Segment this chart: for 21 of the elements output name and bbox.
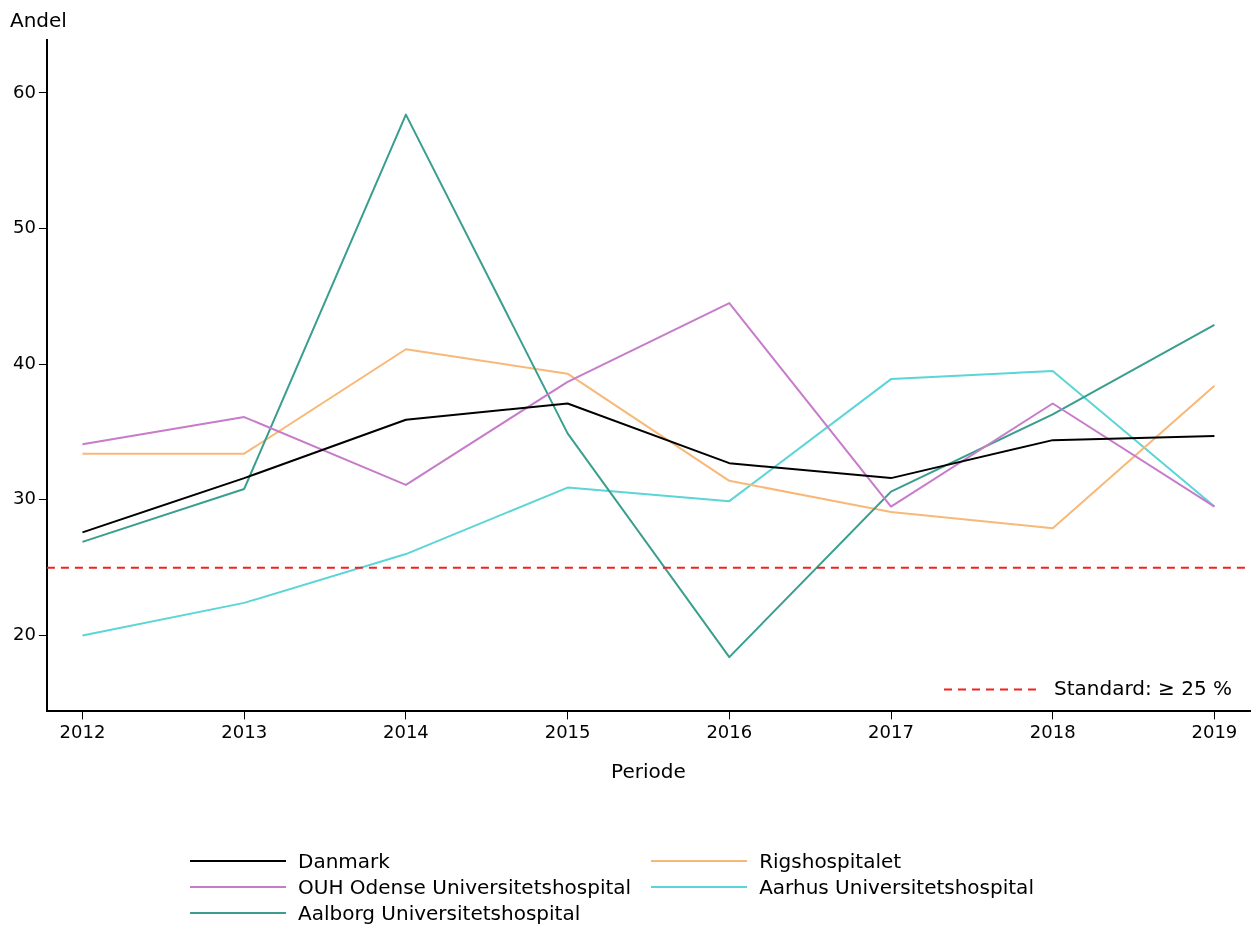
x-tick-label: 2017 bbox=[868, 720, 914, 742]
y-tick-label: 60 bbox=[13, 80, 36, 102]
x-tick-label: 2016 bbox=[706, 720, 753, 742]
y-tick-label: 40 bbox=[13, 351, 36, 373]
x-axis-title: Periode bbox=[611, 759, 686, 784]
legend-label: Aarhus Universitetshospital bbox=[759, 875, 1034, 899]
x-tick-label: 2019 bbox=[1191, 720, 1238, 742]
y-tick-label: 30 bbox=[13, 487, 36, 509]
x-tick-label: 2015 bbox=[544, 720, 591, 742]
x-tick-label: 2018 bbox=[1029, 720, 1076, 742]
legend-label: OUH Odense Universitetshospital bbox=[298, 875, 632, 899]
x-tick-label: 2014 bbox=[382, 720, 429, 742]
legend-label: Standard: ≥ 25 % bbox=[1053, 675, 1233, 700]
legend-label: Danmark bbox=[298, 849, 390, 873]
legend-label: Aalborg Universitetshospital bbox=[298, 901, 581, 925]
legend-label: Rigshospitalet bbox=[759, 849, 902, 873]
x-tick-label: 2013 bbox=[221, 720, 268, 742]
y-tick-label: 50 bbox=[13, 216, 36, 238]
y-axis-title: Andel bbox=[10, 8, 67, 32]
y-tick-label: 20 bbox=[13, 623, 36, 645]
x-tick-label: 2012 bbox=[59, 720, 106, 742]
